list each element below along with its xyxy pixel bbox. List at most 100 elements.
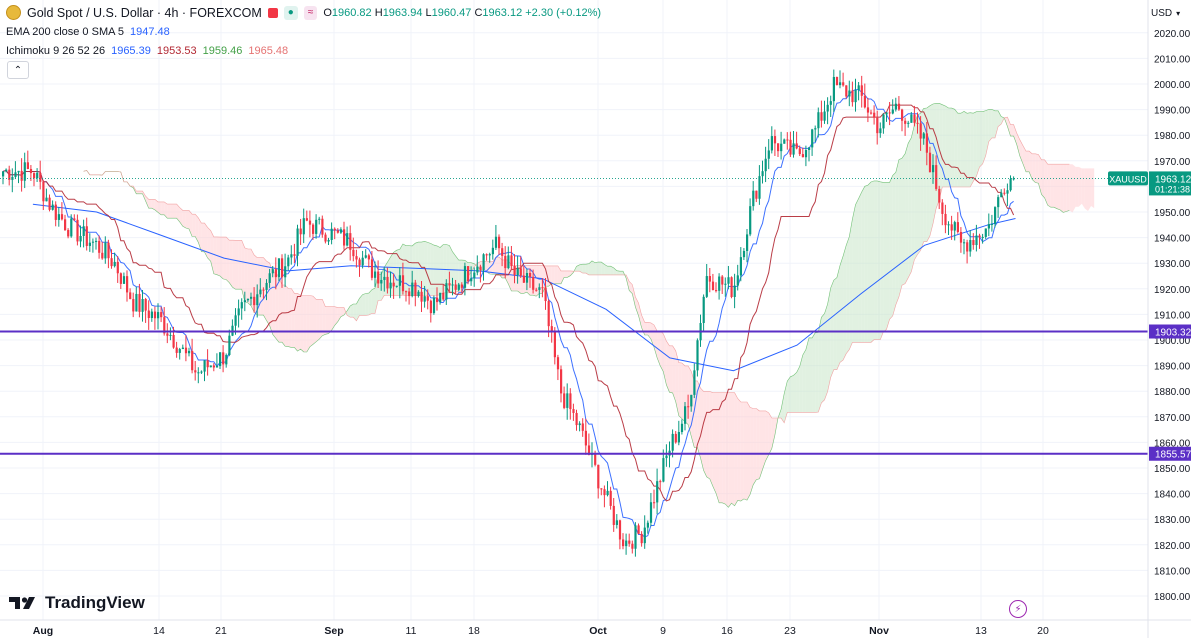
cloud-segment: [325, 306, 329, 335]
cloud-segment: [945, 105, 949, 187]
candle: [739, 247, 742, 282]
tradingview-logo[interactable]: TradingView: [9, 593, 145, 613]
lightning-icon[interactable]: ⚡: [1009, 600, 1027, 618]
ema-legend[interactable]: EMA 200 close 0 SMA 5 1947.48: [6, 26, 170, 38]
candle-body: [640, 533, 643, 544]
candle-body: [64, 219, 67, 230]
candle-body: [711, 281, 715, 291]
candle-body: [532, 276, 535, 290]
cloud-segment: [433, 245, 437, 296]
candle-body: [798, 148, 801, 155]
candle: [11, 168, 14, 193]
candle: [259, 278, 262, 298]
ema-label: EMA 200 close 0 SMA 5: [6, 26, 125, 38]
cloud-segment: [641, 315, 645, 335]
candle: [944, 204, 947, 234]
candle: [625, 533, 628, 555]
candle: [1012, 176, 1015, 181]
cloud-segment: [412, 243, 416, 296]
candle: [1000, 189, 1003, 198]
candle: [473, 267, 476, 287]
symbol-title[interactable]: Gold Spot / U.S. Dollar · 4h · FOREXCOM: [27, 5, 262, 20]
candle-body: [777, 143, 780, 152]
candle-body: [188, 350, 191, 354]
cloud-segment: [282, 285, 286, 347]
candle: [1003, 188, 1006, 196]
candle: [646, 520, 649, 534]
time-tick-label: Sep: [324, 625, 343, 637]
candle: [640, 531, 643, 547]
cloud-segment: [858, 191, 862, 343]
price-tick-label: 2020.00: [1154, 29, 1191, 40]
candle-body: [265, 282, 268, 290]
cloud-segment: [161, 201, 165, 215]
status-badge[interactable]: ●: [283, 5, 298, 20]
cloud-segment: [880, 181, 884, 340]
candle-body: [432, 297, 436, 314]
symbol-tag-bg: [1108, 171, 1148, 186]
candle-body: [411, 282, 414, 297]
ichimoku-legend[interactable]: Ichimoku 9 26 52 26 1965.39 1953.53 1959…: [6, 45, 288, 57]
candle: [665, 444, 668, 467]
market-status-dot[interactable]: [267, 7, 278, 18]
cloud-segment: [892, 172, 896, 316]
candle-body: [222, 352, 225, 365]
candle: [891, 99, 894, 115]
approx-badge[interactable]: ≈: [303, 5, 318, 20]
candle-body: [380, 279, 383, 284]
candle-body: [913, 114, 916, 123]
candle-body: [175, 347, 178, 353]
candle-body: [631, 543, 634, 549]
candle-body: [374, 271, 377, 278]
cloud-segment: [235, 240, 239, 290]
cloud-segment: [561, 270, 565, 284]
cloud-segment: [864, 185, 868, 343]
candle: [907, 120, 910, 128]
candle: [318, 216, 321, 225]
cloud-segment: [613, 267, 617, 275]
cloud-segment: [852, 204, 856, 343]
candle-body: [194, 370, 197, 373]
candle: [23, 152, 26, 189]
candle-body: [451, 284, 454, 286]
cloud-segment: [350, 303, 354, 318]
currency-select[interactable]: USD ▾: [1151, 7, 1181, 19]
candle-body: [305, 218, 308, 221]
candle: [656, 468, 659, 515]
cloud-segment: [650, 322, 654, 348]
cloud-segment: [948, 108, 952, 187]
candle-body: [978, 235, 981, 238]
candle: [1006, 183, 1009, 207]
candle-body: [281, 258, 284, 278]
candle-body: [513, 266, 516, 276]
candle: [203, 360, 206, 382]
candle-body: [659, 481, 662, 483]
candle: [634, 522, 637, 557]
candle-body: [941, 202, 944, 214]
candle-body: [203, 360, 206, 372]
candle: [901, 108, 904, 132]
candle-body: [925, 133, 928, 153]
candle: [135, 286, 138, 312]
cloud-segment: [579, 264, 583, 274]
candle: [910, 111, 913, 123]
candle: [637, 523, 640, 535]
candle: [882, 113, 885, 134]
cloud-segment: [554, 265, 558, 284]
cloud-segment: [1044, 159, 1048, 206]
cloud-segment: [148, 199, 152, 209]
cloud-segment: [182, 210, 186, 229]
candle-body: [547, 301, 550, 327]
candle-body: [556, 357, 560, 370]
candle-body: [377, 271, 380, 284]
time-tick-label: 18: [468, 625, 480, 637]
candle-body: [494, 236, 498, 248]
collapse-legend-button[interactable]: ⌃: [7, 61, 29, 79]
cloud-segment: [998, 110, 1002, 127]
candle-body: [36, 172, 39, 179]
time-tick-label: Aug: [33, 625, 53, 637]
candle: [45, 188, 48, 202]
candle: [795, 131, 798, 150]
cloud-segment: [260, 257, 264, 316]
